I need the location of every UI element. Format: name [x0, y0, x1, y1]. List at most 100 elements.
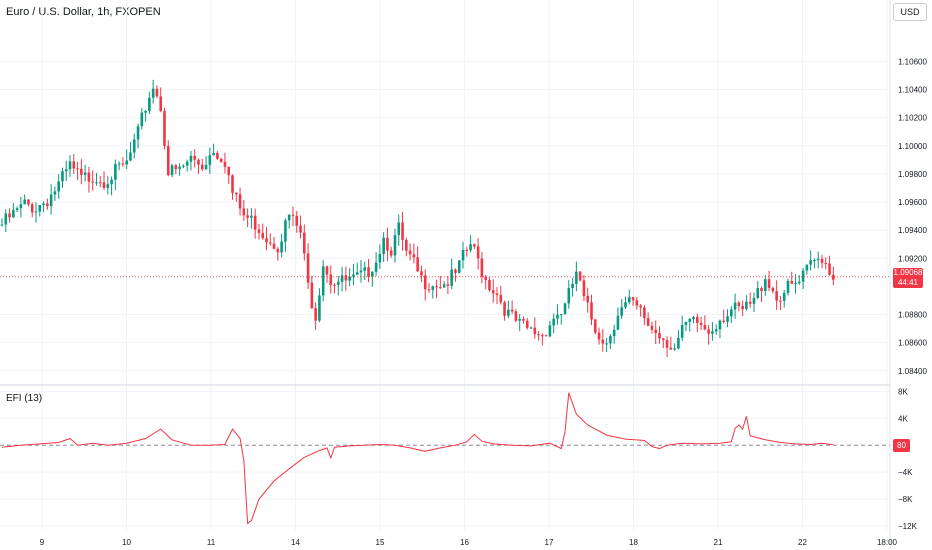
candle-body: [397, 222, 401, 236]
candle-body: [401, 222, 404, 240]
candle-body: [556, 314, 559, 319]
price-tick-label: 1.10400: [898, 86, 927, 95]
candle-body: [563, 303, 567, 315]
candle-body: [575, 271, 578, 284]
candle-body: [132, 139, 136, 153]
candle-body: [405, 239, 408, 251]
candle-body: [779, 300, 782, 302]
candle-body: [522, 318, 525, 321]
candle-body: [616, 315, 620, 330]
candle-body: [533, 327, 537, 335]
candle-body: [151, 88, 155, 98]
candle-body: [178, 166, 181, 170]
candle-body: [669, 347, 673, 350]
candle-body: [559, 314, 563, 316]
candle-body: [129, 152, 132, 161]
candle-body: [102, 182, 106, 188]
candle-body: [53, 191, 57, 195]
time-tick-label: 10: [122, 538, 131, 547]
candle-body: [295, 215, 299, 226]
candle-body: [699, 322, 703, 326]
candle-body: [631, 297, 635, 301]
candle-body: [423, 275, 427, 290]
efi-axis[interactable]: 8K 4K −4K −8K −12K: [898, 387, 918, 531]
candle-body: [318, 295, 321, 321]
time-tick-label: 15: [376, 538, 385, 547]
candle-body: [4, 213, 8, 225]
candle-body: [189, 155, 193, 162]
time-axis[interactable]: 9 10 11 14 15 16 17 18 21 22 18:00: [40, 538, 898, 547]
candle-body: [8, 213, 11, 218]
candle-body: [280, 241, 283, 253]
candle-body: [541, 335, 544, 337]
candle-body: [114, 164, 117, 180]
candle-body: [627, 297, 631, 303]
candle-body: [654, 329, 658, 334]
candle-body: [170, 165, 174, 176]
time-tick-label: 17: [545, 538, 554, 547]
candle-body: [374, 262, 378, 272]
candle-body: [287, 214, 291, 221]
candle-body: [208, 155, 212, 165]
candle-body: [775, 291, 778, 301]
candle-body: [816, 258, 820, 261]
candle-body: [695, 316, 699, 323]
candle-body: [163, 110, 166, 147]
time-tick-label: 22: [798, 538, 807, 547]
candle-body: [544, 335, 548, 337]
candle-body: [722, 320, 726, 322]
candle-body: [427, 289, 431, 291]
candle-body: [291, 214, 295, 216]
candle-body: [0, 224, 4, 226]
efi-tick-label: 8K: [898, 387, 908, 396]
last-price-badge: 1.09068 44:41: [893, 267, 923, 288]
candle-body: [408, 250, 412, 255]
candle-body: [798, 281, 801, 284]
candle-body: [454, 269, 457, 273]
candle-body: [303, 232, 306, 254]
candle-body: [639, 305, 642, 308]
candle-body: [711, 331, 714, 334]
candle-body: [389, 250, 393, 256]
candle-body: [661, 338, 665, 341]
candle-body: [703, 325, 707, 330]
candle-body: [367, 267, 370, 277]
candle-body: [480, 258, 484, 277]
candle-body: [476, 246, 480, 259]
candle-body: [155, 88, 159, 97]
time-tick-label: 18: [629, 538, 638, 547]
candle-body: [333, 284, 336, 286]
candle-body: [442, 284, 446, 288]
candle-body: [597, 332, 601, 340]
candle-body: [204, 164, 208, 170]
candle-body: [359, 270, 363, 273]
price-axis[interactable]: 1.10600 1.10400 1.10200 1.10000 1.09800 1.096…: [898, 57, 927, 375]
candle-body: [733, 302, 737, 310]
candle-body: [514, 311, 518, 321]
candle-body: [314, 308, 317, 321]
candle-body: [68, 161, 72, 170]
candle-body: [91, 181, 94, 183]
candle-body: [340, 275, 344, 282]
candle-body: [106, 184, 110, 188]
price-tick-label: 1.08400: [898, 367, 927, 376]
candle-body: [726, 316, 729, 322]
candle-body: [310, 282, 314, 309]
candle-body: [46, 203, 49, 207]
candle-body: [805, 264, 809, 271]
grid-lines: [0, 0, 890, 530]
candle-body: [382, 237, 385, 254]
candle-body: [435, 286, 438, 288]
candle-body: [144, 110, 147, 113]
candle-body: [782, 292, 786, 301]
candle-body: [193, 155, 197, 160]
candle-body: [537, 334, 540, 336]
candle-body: [767, 279, 771, 288]
candle-body: [337, 281, 340, 285]
candle-body: [182, 165, 185, 167]
candle-body: [306, 253, 310, 283]
efi-value-badge: 80: [893, 438, 910, 452]
currency-button[interactable]: USD: [893, 3, 927, 21]
candle-body: [348, 276, 351, 281]
